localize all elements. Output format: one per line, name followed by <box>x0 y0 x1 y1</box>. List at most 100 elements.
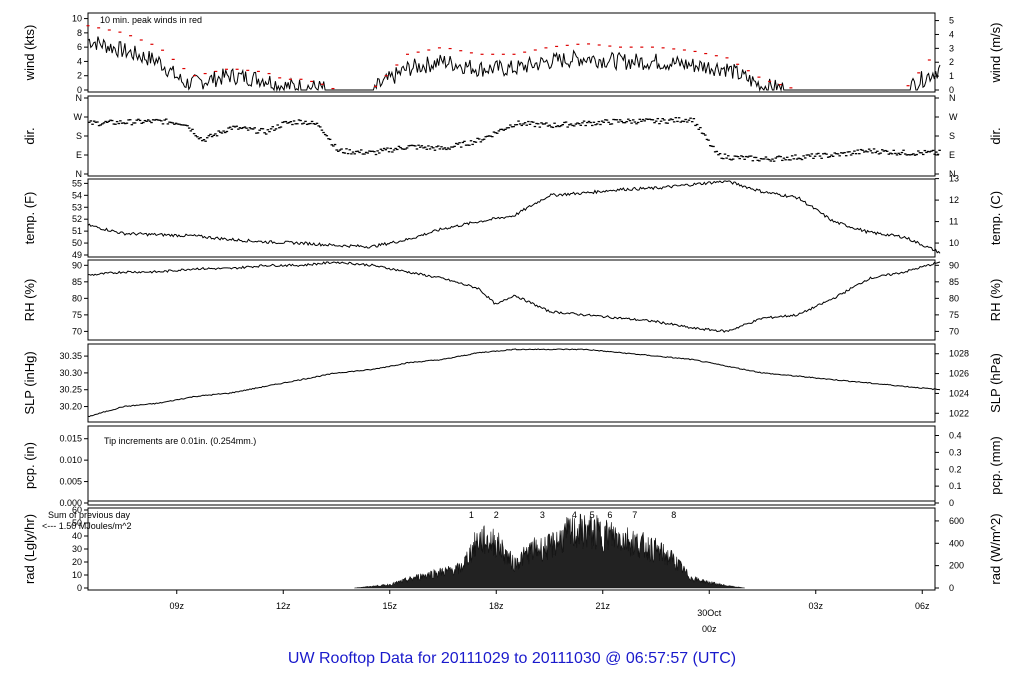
ytick-right-label: 12 <box>949 195 959 205</box>
ytick-right-label: 0 <box>949 85 954 95</box>
date-tick-label: 00z <box>702 624 717 634</box>
ytick-left-label: 80 <box>72 293 82 303</box>
ytick-left-label: 40 <box>72 531 82 541</box>
ylabel-left: rad (Lgly/hr) <box>22 514 37 584</box>
peak-winds-note: 10 min. peak winds in red <box>100 15 202 25</box>
ytick-left-label: 30.35 <box>59 351 82 361</box>
rad-marker-label: 6 <box>607 510 612 520</box>
temp-series-line <box>87 180 941 254</box>
ytick-left-label: 60 <box>72 505 82 515</box>
ytick-left-label: 0.000 <box>59 498 82 508</box>
panel-pcp: pcp. (in) pcp. (mm) 0.000 0.005 0.010 0.015 0 0… <box>22 425 1003 508</box>
ytick-right-label: W <box>949 112 958 122</box>
ytick-right-label: 0 <box>949 583 954 593</box>
ylabel-right: RH (%) <box>988 279 1003 322</box>
ytick-left-label: 0.005 <box>59 477 82 487</box>
ylabel-right: temp. (C) <box>988 191 1003 245</box>
slp-series-line <box>87 348 941 418</box>
ytick-left-label: 50 <box>72 518 82 528</box>
ytick-left-label: 90 <box>72 260 82 270</box>
panel-frame <box>87 95 936 177</box>
xtick-label: 18z <box>489 601 504 611</box>
rad-marker-label: 7 <box>632 510 637 520</box>
ytick-left-label: 50 <box>72 238 82 248</box>
ylabel-left: temp. (F) <box>22 192 37 245</box>
ytick-right-label: 1026 <box>949 369 969 379</box>
ytick-left-label: W <box>74 112 83 122</box>
ylabel-right: rad (W/m^2) <box>988 513 1003 584</box>
ytick-left-label: 0 <box>77 583 82 593</box>
ytick-right-label: 1022 <box>949 408 969 418</box>
ytick-left-label: 0 <box>77 85 82 95</box>
ytick-right-label: 0 <box>949 498 954 508</box>
ytick-left-label: 10 <box>72 570 82 580</box>
ytick-left-label: E <box>76 150 82 160</box>
panel-frame <box>87 178 936 258</box>
ytick-left-label: 10 <box>72 14 82 24</box>
ylabel-right: dir. <box>988 127 1003 144</box>
ytick-left-label: 8 <box>77 28 82 38</box>
date-label: 30Oct <box>697 608 722 618</box>
ytick-left-label: 4 <box>77 56 82 66</box>
ytick-left-label: 2 <box>77 71 82 81</box>
ytick-left-label: 30 <box>72 544 82 554</box>
ytick-left-label: 55 <box>72 178 82 188</box>
ytick-left-label: S <box>76 131 82 141</box>
rad-series-area <box>354 513 745 589</box>
panel-wind: wind (kts) wind (m/s) 0 2 4 6 8 10 0 1 2 3 4 5 10 min.… <box>22 12 1003 95</box>
ytick-right-label: 600 <box>949 516 964 526</box>
ytick-right-label: 75 <box>949 310 959 320</box>
ytick-right-label: E <box>949 150 955 160</box>
rad-sum-value: <--- 1.50 MJoules/m^2 <box>42 521 132 531</box>
rad-marker-label: 3 <box>540 510 545 520</box>
panel-frame <box>87 425 936 506</box>
ytick-left-label: 0.015 <box>59 434 82 444</box>
ytick-right-label: 0.2 <box>949 464 962 474</box>
ylabel-right: pcp. (mm) <box>988 436 1003 495</box>
ytick-right-label: 80 <box>949 293 959 303</box>
xtick-label: 12z <box>276 601 291 611</box>
ytick-left-label: 51 <box>72 226 82 236</box>
rad-marker-label: 4 <box>572 510 577 520</box>
xtick-label: 06z <box>915 601 930 611</box>
ytick-right-label: N <box>949 93 956 103</box>
ylabel-left: wind (kts) <box>22 25 37 82</box>
ytick-right-label: 70 <box>949 326 959 336</box>
ytick-left-label: 85 <box>72 277 82 287</box>
ytick-right-label: 10 <box>949 238 959 248</box>
xtick-label: 09z <box>169 601 184 611</box>
rad-marker-label: 8 <box>671 510 676 520</box>
ytick-left-label: 30.25 <box>59 385 82 395</box>
ylabel-left: SLP (inHg) <box>22 351 37 414</box>
ytick-right-label: 0.3 <box>949 447 962 457</box>
rad-sum-note: Sum of previous day <box>48 510 131 520</box>
ylabel-right: wind (m/s) <box>988 23 1003 84</box>
ytick-right-label: 1028 <box>949 349 969 359</box>
ytick-right-label: 5 <box>949 16 954 26</box>
ytick-left-label: 70 <box>72 326 82 336</box>
ytick-left-label: 30.30 <box>59 368 82 378</box>
ytick-left-label: 6 <box>77 42 82 52</box>
rad-marker-label: 2 <box>494 510 499 520</box>
xtick-label: 15z <box>382 601 397 611</box>
xtick-label: 03z <box>808 601 823 611</box>
panel-rad: rad (Lgly/hr) rad (W/m^2)0102030405060020… <box>22 505 1003 593</box>
ytick-left-label: 30.20 <box>59 402 82 412</box>
xtick-label: 21z <box>595 601 610 611</box>
rh-series-line <box>88 261 941 333</box>
ytick-left-label: 54 <box>72 190 82 200</box>
panel-temp: temp. (F) temp. (C) 49 50 51 52 53 54 55 10 11 12 13 <box>22 174 1003 260</box>
ytick-right-label: 2 <box>949 57 954 67</box>
ytick-right-label: 400 <box>949 538 964 548</box>
ytick-right-label: 1 <box>949 71 954 81</box>
ytick-right-label: 90 <box>949 260 959 270</box>
ylabel-left: RH (%) <box>22 279 37 322</box>
ytick-left-label: N <box>76 169 83 179</box>
panel-frame <box>87 343 936 423</box>
ylabel-left: dir. <box>22 127 37 144</box>
ytick-right-label: S <box>949 131 955 141</box>
rad-marker-label: 1 <box>469 510 474 520</box>
ytick-left-label: 0.010 <box>59 455 82 465</box>
